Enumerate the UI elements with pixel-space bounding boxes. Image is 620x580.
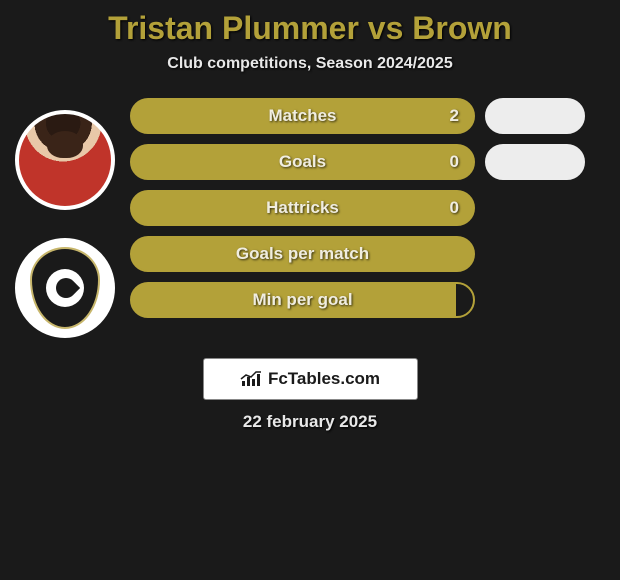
stat-row: Matches 2 <box>130 98 610 134</box>
avatars-column <box>0 98 130 338</box>
stat-pill-main: Hattricks 0 <box>130 190 475 226</box>
stat-pill-main: Goals per match <box>130 236 475 272</box>
stat-pill-side <box>485 98 585 134</box>
stat-row: Min per goal <box>130 282 610 318</box>
stats-column: Matches 2 Goals 0 Hattricks 0 Goals per match M… <box>130 98 620 328</box>
stat-label: Goals <box>279 152 326 172</box>
infographic-container: Tristan Plummer vs Brown Club competitio… <box>0 0 620 442</box>
player2-crest <box>15 238 115 338</box>
stat-row: Goals per match <box>130 236 610 272</box>
stat-label: Matches <box>268 106 336 126</box>
stat-label: Min per goal <box>252 290 352 310</box>
stat-label: Goals per match <box>236 244 369 264</box>
stat-row: Goals 0 <box>130 144 610 180</box>
date-text: 22 february 2025 <box>0 412 620 432</box>
stat-row: Hattricks 0 <box>130 190 610 226</box>
player1-avatar <box>15 110 115 210</box>
club-crest-icon <box>30 247 100 329</box>
stat-value: 0 <box>450 152 459 172</box>
stat-value: 2 <box>450 106 459 126</box>
content-row: Matches 2 Goals 0 Hattricks 0 Goals per match M… <box>0 98 620 338</box>
stat-pill-side <box>485 144 585 180</box>
stat-value: 0 <box>450 198 459 218</box>
stat-pill-main: Min per goal <box>130 282 475 318</box>
stat-label: Hattricks <box>266 198 339 218</box>
brand-badge: FcTables.com <box>203 358 418 400</box>
stat-pill-main: Matches 2 <box>130 98 475 134</box>
chart-icon <box>240 370 262 388</box>
page-title: Tristan Plummer vs Brown <box>0 10 620 47</box>
stat-pill-main: Goals 0 <box>130 144 475 180</box>
subtitle: Club competitions, Season 2024/2025 <box>0 55 620 73</box>
brand-text: FcTables.com <box>268 369 380 389</box>
